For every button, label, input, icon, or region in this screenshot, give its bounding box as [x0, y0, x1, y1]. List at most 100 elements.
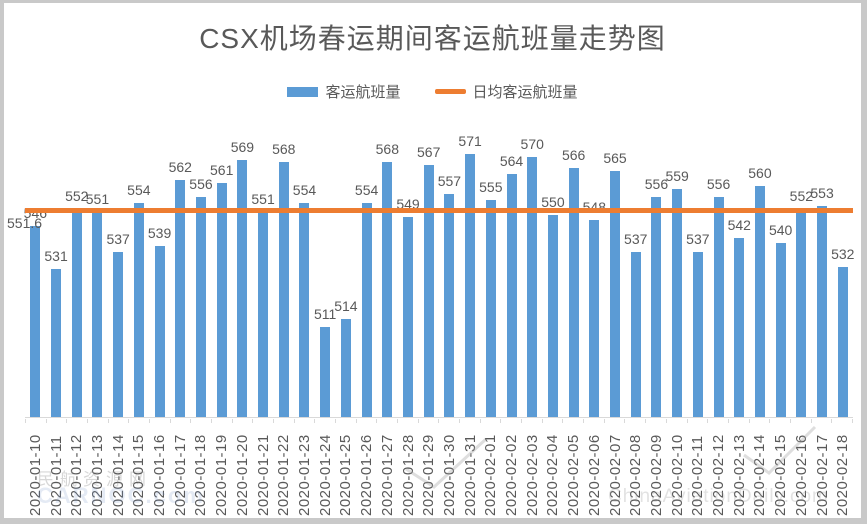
bar-value-label: 571 — [458, 133, 482, 149]
x-axis-label: 2020-01-20 — [233, 434, 251, 516]
bar-slot: 566 — [562, 123, 585, 417]
x-axis-label: 2020-02-03 — [523, 434, 541, 516]
bar-slot: 559 — [665, 123, 689, 417]
bar-value-label: 537 — [106, 231, 130, 247]
x-axis-tick — [667, 419, 688, 423]
bar — [71, 209, 82, 417]
bar-value-label: 554 — [127, 182, 151, 198]
bar-value-label: 511 — [314, 306, 337, 322]
bar — [796, 209, 807, 417]
x-axis-label: 2020-01-19 — [213, 434, 231, 516]
x-axis-label-slot: 2020-02-11 — [688, 424, 709, 516]
bar-value-label: 559 — [665, 168, 689, 184]
bar — [610, 171, 621, 417]
bar — [837, 267, 848, 417]
bar-slot: 562 — [168, 123, 192, 417]
bar-slot: 564 — [500, 123, 523, 417]
bar — [92, 212, 103, 417]
bar-value-label: 568 — [272, 141, 296, 157]
x-axis-tick — [233, 419, 254, 423]
x-axis-tick — [26, 419, 47, 423]
bar-slot: 557 — [438, 123, 461, 417]
x-axis-label-slot: 2020-02-09 — [646, 424, 667, 516]
x-axis-label: 2020-01-28 — [399, 434, 417, 516]
bar — [175, 180, 186, 417]
x-axis-label-slot: 2020-02-05 — [563, 424, 584, 516]
bar-value-label: 552 — [789, 188, 814, 204]
bar-value-label: 555 — [479, 179, 503, 195]
bar-slot: 552 — [789, 123, 814, 417]
bar-slot: 554 — [354, 123, 379, 417]
bar — [775, 243, 786, 417]
bar-slot: 537 — [106, 123, 130, 417]
x-axis-tick — [563, 419, 585, 423]
bar-value-label: 553 — [810, 185, 834, 201]
bar — [630, 252, 641, 417]
x-axis-tick — [336, 419, 357, 423]
x-axis-label-slot: 2020-01-24 — [315, 424, 336, 516]
x-axis-label: 2020-02-07 — [606, 434, 624, 516]
bar-slot: 568 — [272, 123, 296, 417]
x-axis-label-slot: 2020-01-28 — [398, 424, 419, 516]
x-axis-label: 2020-02-18 — [834, 434, 852, 516]
bar-slot: 550 — [541, 123, 565, 417]
bar-slot: 561 — [210, 123, 233, 417]
bar — [713, 197, 724, 417]
x-axis-tick — [522, 419, 543, 423]
x-axis-label-slot: 2020-01-11 — [46, 424, 67, 516]
x-axis-label: 2020-02-16 — [792, 434, 810, 516]
x-axis-tick — [67, 419, 89, 423]
x-axis-label-slot: 2020-02-17 — [812, 424, 833, 516]
x-axis-label-slot: 2020-01-20 — [232, 424, 253, 516]
bar-value-label: 540 — [768, 222, 793, 238]
x-axis-label: 2020-01-21 — [254, 434, 272, 516]
bar-value-label: 569 — [230, 139, 255, 155]
bar — [133, 203, 144, 417]
x-axis-tick — [625, 419, 647, 423]
x-axis-label-slot: 2020-01-13 — [87, 424, 108, 516]
x-axis-label: 2020-02-05 — [565, 434, 583, 516]
bar-slot: 554 — [292, 123, 317, 417]
x-axis-label-slot: 2020-01-14 — [108, 424, 129, 516]
x-axis-label-slot: 2020-02-14 — [750, 424, 771, 516]
bar-slot: 549 — [396, 123, 420, 417]
bar — [51, 269, 62, 417]
x-axis-label: 2020-02-17 — [813, 434, 831, 516]
x-axis-label: 2020-01-17 — [171, 434, 189, 516]
chart-title: CSX机场春运期间客运航班量走势图 — [199, 23, 666, 54]
x-axis-label: 2020-01-18 — [192, 434, 210, 516]
bar-value-label: 531 — [44, 248, 68, 264]
bar — [195, 197, 206, 417]
x-axis-label: 2020-01-24 — [316, 434, 334, 516]
x-axis-label-slot: 2020-02-01 — [480, 424, 501, 516]
x-axis-label-slot: 2020-01-26 — [356, 424, 377, 516]
bar-slot: 554 — [127, 123, 151, 417]
bar-slot: 568 — [376, 123, 399, 417]
bar-slot: 531 — [44, 123, 68, 417]
x-axis-tick — [501, 419, 523, 423]
bar — [361, 203, 372, 417]
bar-slot: 570 — [521, 123, 544, 417]
x-axis-label-slot: 2020-02-08 — [625, 424, 646, 516]
bar-series: 546 531 552 551 537 554 539 562 556 561 569 551 568 5… — [24, 123, 854, 417]
bar-value-label: 554 — [292, 182, 317, 198]
x-axis-tick — [109, 419, 130, 423]
bar — [382, 162, 393, 417]
x-axis-label: 2020-01-27 — [378, 434, 396, 516]
x-axis-label-slot: 2020-02-15 — [770, 424, 791, 516]
bar-slot: 537 — [686, 123, 710, 417]
x-axis-label: 2020-01-30 — [440, 434, 458, 516]
bar — [568, 168, 579, 417]
x-axis-tick — [729, 419, 750, 423]
bar — [403, 217, 413, 417]
x-axis-label-slot: 2020-01-27 — [377, 424, 398, 516]
bar-value-label: 554 — [354, 182, 379, 198]
legend-line-series-label: 日均客运航班量 — [472, 84, 578, 101]
bar-value-label: 514 — [334, 298, 358, 314]
bar — [817, 206, 828, 417]
bar-value-label: 556 — [644, 176, 669, 192]
x-axis-label-slot: 2020-01-15 — [129, 424, 150, 516]
bar-value-label: 567 — [417, 144, 441, 160]
x-axis-label-slot: 2020-01-21 — [253, 424, 274, 516]
bar-value-label: 562 — [168, 159, 192, 175]
